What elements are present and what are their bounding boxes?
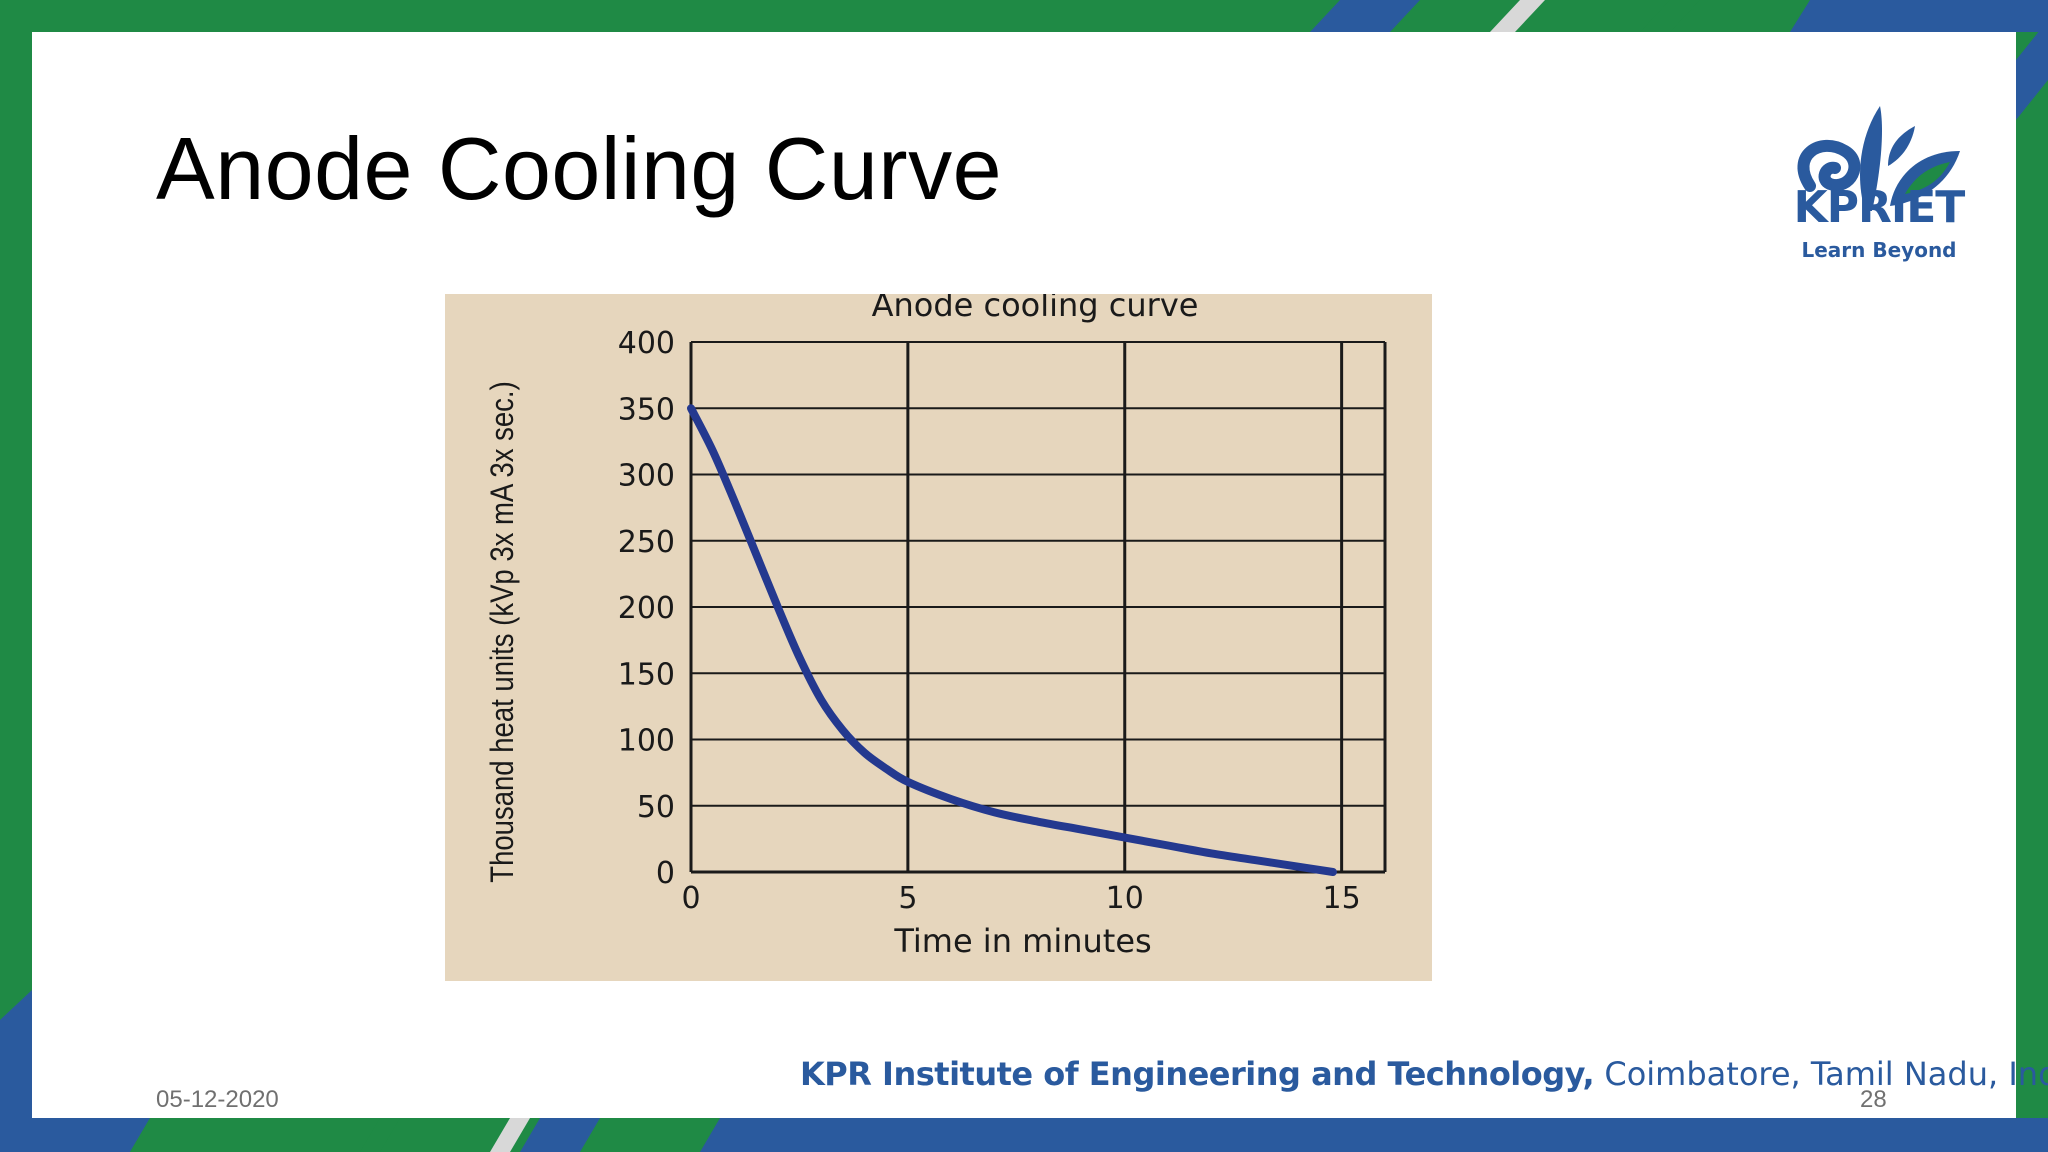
x-tick-label: 15 — [1323, 881, 1361, 916]
slide-title: Anode Cooling Curve — [156, 119, 1003, 218]
series-line — [687, 404, 1337, 876]
slide-date: 05-12-2020 — [156, 1086, 279, 1113]
y-axis-label: Thousand heat units (kVp 3x mA 3x sec.) — [485, 381, 520, 882]
grid — [689, 341, 1387, 874]
chart-panel: Anode cooling curve Time in minutes Thou… — [445, 294, 1432, 981]
logo-name: KPRIET — [1793, 182, 1966, 233]
footer-institution: KPR Institute of Engineering and Technol… — [800, 1055, 2048, 1093]
x-tick-label: 10 — [1106, 881, 1144, 916]
logo-tagline: Learn Beyond — [1801, 238, 1957, 262]
institution-name: KPR Institute of Engineering and Technol… — [800, 1055, 1595, 1093]
y-tick-label: 100 — [618, 724, 675, 759]
lotus-leaf-icon — [1797, 106, 1960, 211]
x-tick-label: 0 — [681, 881, 700, 916]
y-tick-label: 150 — [618, 657, 675, 692]
anode-cooling-chart: Anode cooling curve Time in minutes Thou… — [485, 294, 1387, 960]
y-tick-label: 200 — [618, 591, 675, 626]
y-tick-label: 350 — [618, 392, 675, 427]
institution-location: Coimbatore, Tamil Nadu, India — [1594, 1055, 2048, 1093]
y-tick-label: 0 — [656, 856, 675, 891]
y-tick-label: 250 — [618, 525, 675, 560]
y-tick-label: 400 — [618, 326, 675, 361]
chart-title: Anode cooling curve — [872, 294, 1199, 324]
x-axis-label: Time in minutes — [893, 922, 1151, 960]
tick-labels: 0 50 100 150 200 250 300 350 400 0 5 10 15 — [618, 326, 1361, 916]
y-tick-label: 50 — [637, 790, 675, 825]
x-tick-label: 5 — [898, 881, 917, 916]
page-number: 28 — [1860, 1086, 1887, 1113]
y-tick-label: 300 — [618, 459, 675, 494]
